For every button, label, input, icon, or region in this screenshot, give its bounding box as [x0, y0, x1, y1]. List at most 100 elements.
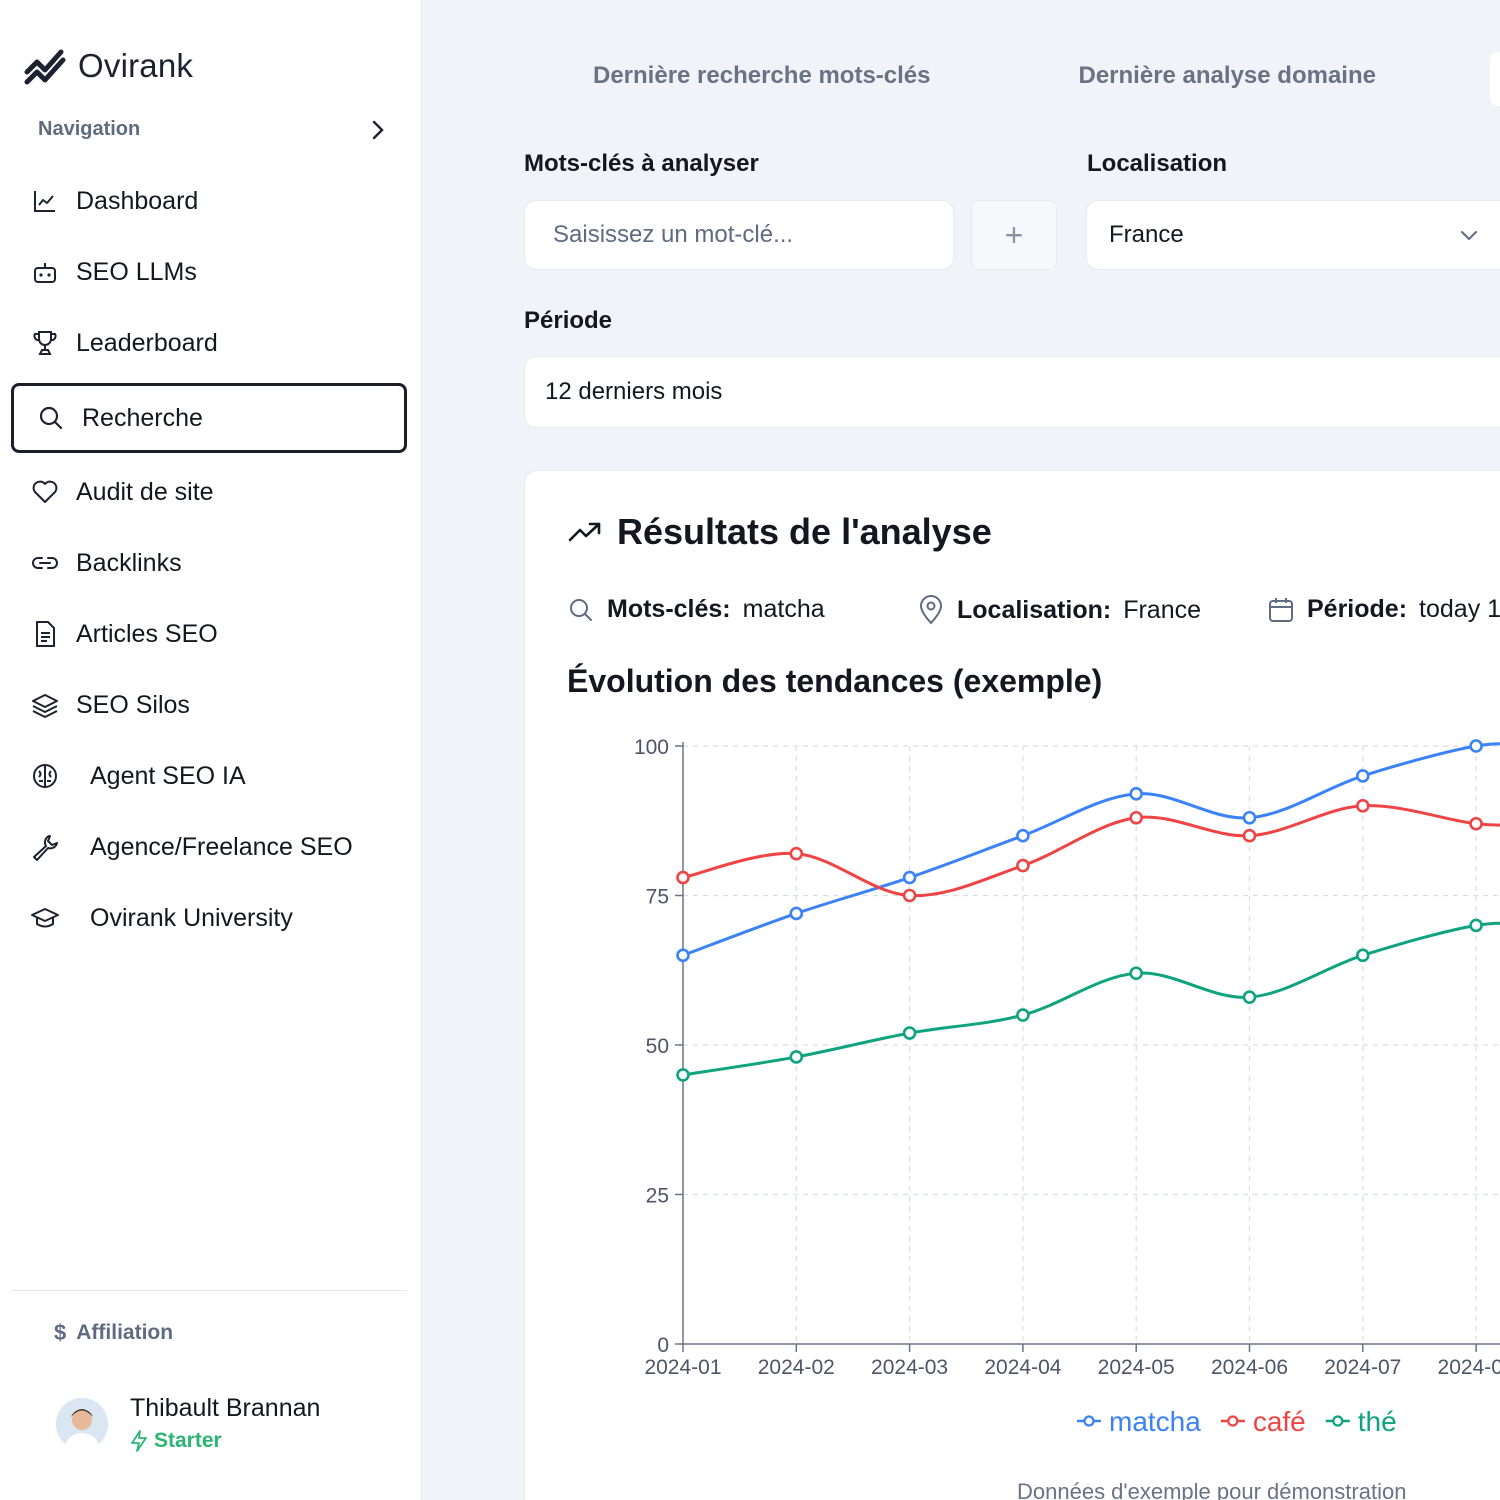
brain-icon — [30, 761, 60, 791]
graduation-cap-icon — [30, 903, 60, 933]
period-select[interactable]: 12 derniers mois — [524, 356, 1500, 428]
meta-keywords-key: Mots-clés: — [607, 595, 731, 623]
sidebar-item-dashboard[interactable]: Dashboard — [30, 175, 198, 227]
logo[interactable]: Ovirank — [24, 46, 193, 86]
data-point-matcha — [1242, 810, 1257, 825]
sidebar-item-backlinks[interactable]: Backlinks — [30, 537, 182, 589]
keyword-input-placeholder: Saisissez un mot-clé... — [553, 221, 794, 248]
wrench-icon — [30, 832, 60, 862]
sidebar-item-agence-freelance-seo[interactable]: Agence/Freelance SEO — [30, 821, 353, 873]
meta-location-value: France — [1123, 595, 1201, 624]
sidebar-item-label: Dashboard — [76, 186, 199, 215]
data-point-matcha — [676, 948, 690, 963]
affiliation-label: Affiliation — [76, 1321, 174, 1344]
calendar-icon — [1269, 597, 1293, 622]
document-icon — [30, 619, 60, 649]
sidebar-item-articles-seo[interactable]: Articles SEO — [30, 608, 218, 660]
meta-keywords-value: matcha — [742, 595, 825, 623]
affiliation-link[interactable]: $ Affiliation — [54, 1320, 173, 1346]
chart-title: Évolution des tendances (exemple) — [567, 663, 1103, 699]
chart-footnote: Données d'exemple pour démonstration — [1017, 1479, 1407, 1500]
data-point-matcha — [1016, 828, 1030, 843]
sidebar-item-label: Audit de site — [76, 477, 214, 506]
data-point-matcha — [1469, 739, 1483, 753]
data-point-matcha — [902, 870, 917, 885]
chevron-right-icon — [372, 120, 384, 139]
sidebar-item-label: Leaderboard — [76, 328, 218, 357]
sidebar-item-label: Backlinks — [76, 548, 182, 577]
series-line-matcha — [682, 742, 1500, 957]
sidebar-item-audit-de-site[interactable]: Audit de site — [30, 466, 214, 518]
period-label: Période — [524, 307, 613, 334]
keyword-input[interactable]: Saisissez un mot-clé... — [524, 200, 954, 270]
legend-swatch-point — [1227, 1415, 1239, 1427]
data-point-café — [1242, 828, 1257, 843]
tab-overflow-edge[interactable] — [1490, 52, 1500, 106]
dollar-icon: $ — [54, 1320, 67, 1345]
data-point-thé — [1469, 918, 1483, 933]
tab-derniere-analyse[interactable]: Dernière analyse domaine — [1078, 62, 1376, 89]
results-title-text: Résultats de l'analyse — [617, 511, 992, 552]
search-icon — [570, 598, 592, 621]
period-select-value: 12 derniers mois — [545, 378, 723, 405]
add-keyword-button[interactable]: + — [971, 200, 1057, 270]
sidebar-divider — [11, 1290, 407, 1291]
data-point-thé — [1016, 1008, 1030, 1022]
sidebar-item-label: Agent SEO IA — [90, 761, 246, 790]
ovirank-logo-icon — [24, 49, 66, 85]
sidebar-item-ovirank-university[interactable]: Ovirank University — [30, 892, 293, 944]
data-point-café — [789, 846, 804, 861]
sidebar: Ovirank Navigation Dashboard SEO LLMs Le… — [0, 0, 422, 1500]
navigation-section-toggle[interactable]: Navigation — [38, 118, 386, 141]
y-tick-label: 25 — [646, 1185, 669, 1208]
sidebar-item-recherche[interactable]: Recherche — [11, 383, 407, 453]
sidebar-item-leaderboard[interactable]: Leaderboard — [30, 317, 218, 369]
x-tick-label: 2024-04 — [984, 1356, 1061, 1379]
results-title: Résultats de l'analyse — [567, 511, 992, 553]
lightning-icon — [131, 1430, 147, 1452]
plan-badge: Starter — [130, 1429, 320, 1453]
plus-icon: + — [1004, 216, 1024, 253]
trending-up-icon — [568, 522, 601, 542]
sidebar-item-label: SEO Silos — [76, 690, 190, 719]
data-point-thé — [1355, 948, 1370, 963]
data-point-café — [676, 870, 690, 885]
data-point-thé — [676, 1068, 690, 1082]
location-select[interactable]: France — [1086, 200, 1500, 270]
link-icon — [30, 548, 60, 578]
y-tick-label: 50 — [646, 1035, 669, 1058]
data-point-café — [1355, 798, 1370, 813]
y-tick-label: 100 — [634, 736, 669, 759]
data-point-thé — [789, 1050, 804, 1064]
series-line-café — [682, 804, 1500, 898]
bot-icon — [30, 257, 60, 287]
data-point-thé — [902, 1026, 917, 1040]
legend-label: thé — [1358, 1406, 1397, 1437]
y-tick-label: 75 — [646, 886, 669, 909]
user-profile[interactable]: Thibault Brannan Starter — [56, 1394, 320, 1453]
data-point-matcha — [1355, 769, 1370, 783]
user-name: Thibault Brannan — [130, 1394, 321, 1422]
heart-icon — [30, 477, 60, 507]
sidebar-item-seo-silos[interactable]: SEO Silos — [30, 679, 190, 731]
x-tick-label: 2024-08 — [1438, 1356, 1500, 1379]
map-pin-icon — [919, 595, 943, 625]
data-point-matcha — [789, 906, 804, 921]
results-card: Résultats de l'analyse Mots-clés: matcha… — [524, 470, 1500, 1500]
avatar — [56, 1397, 108, 1450]
sidebar-item-seo-llms[interactable]: SEO LLMs — [30, 246, 197, 298]
sidebar-item-agent-seo-ia[interactable]: Agent SEO IA — [30, 750, 246, 802]
x-tick-label: 2024-01 — [644, 1356, 721, 1379]
data-point-café — [1129, 810, 1144, 825]
chevron-down-icon — [1461, 231, 1477, 241]
trophy-icon — [30, 328, 60, 358]
location-label: Localisation — [1087, 150, 1228, 177]
tab-derniere-recherche[interactable]: Dernière recherche mots-clés — [593, 62, 931, 89]
data-point-thé — [1129, 966, 1144, 981]
data-point-thé — [1242, 990, 1257, 1004]
y-tick-label: 0 — [657, 1334, 669, 1357]
plan-label: Starter — [154, 1429, 222, 1452]
navigation-label: Navigation — [38, 118, 141, 140]
legend-label: matcha — [1109, 1406, 1201, 1437]
data-point-matcha — [1129, 787, 1144, 801]
